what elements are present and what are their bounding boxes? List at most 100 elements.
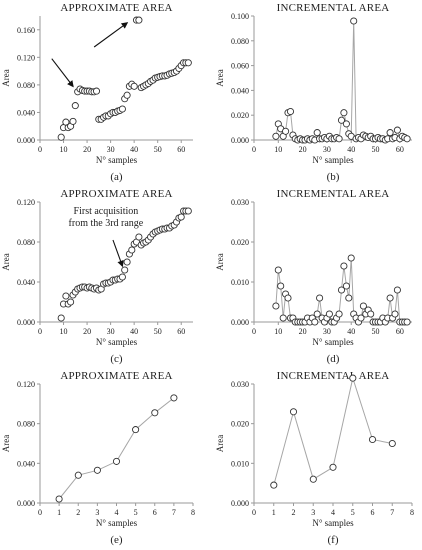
- annotation-text: First acquisition from the 3rd range: [69, 206, 144, 229]
- chart-title: INCREMENTAL AREA: [277, 2, 390, 14]
- x-tick-label: 8: [191, 508, 195, 517]
- x-tick-label: 10: [60, 327, 68, 336]
- x-tick-label: 30: [323, 327, 331, 336]
- x-axis-label: N° samples: [312, 337, 354, 347]
- x-tick-label: 4: [331, 508, 335, 517]
- data-point: [313, 310, 321, 318]
- x-tick-label: 10: [274, 145, 282, 154]
- panel-label: (a): [110, 171, 123, 183]
- y-tick-label: 0.000: [17, 499, 35, 508]
- x-tick-label: 60: [396, 145, 404, 154]
- y-tick-label: 0.120: [17, 53, 35, 62]
- y-tick-label: 0.020: [231, 238, 249, 247]
- x-tick-label: 20: [83, 145, 91, 154]
- data-point: [403, 135, 411, 143]
- data-point: [403, 318, 411, 326]
- x-tick-label: 10: [274, 327, 282, 336]
- chart-title: APPROXIMATE AREA: [60, 370, 172, 382]
- y-tick-label: 0.000: [231, 318, 249, 327]
- data-point: [132, 426, 140, 434]
- x-tick-label: 60: [396, 327, 404, 336]
- data-point: [284, 294, 292, 302]
- x-tick-label: 7: [390, 508, 394, 517]
- x-tick-label: 0: [38, 145, 42, 154]
- data-point: [272, 132, 280, 140]
- panel-a: APPROXIMATE AREA 0.000 0.040 0.080 0.120 0.16…: [1, 2, 193, 183]
- x-tick-label: 4: [115, 508, 119, 517]
- x-tick-label: 0: [252, 145, 256, 154]
- y-tick-label: 0.020: [231, 111, 249, 120]
- data-point: [345, 294, 353, 302]
- data-point: [55, 495, 63, 503]
- y-tick-label: 0.040: [17, 459, 35, 468]
- data-point: [335, 310, 343, 318]
- data-point: [184, 59, 192, 67]
- panel-label: (d): [327, 353, 340, 365]
- data-point: [177, 213, 185, 221]
- x-tick-label: 50: [154, 145, 162, 154]
- panel-label: (e): [110, 534, 123, 546]
- data-point: [92, 87, 101, 95]
- y-tick-label: 0.160: [17, 26, 35, 35]
- x-tick-label: 50: [154, 327, 162, 336]
- data-point: [57, 133, 65, 141]
- y-tick-label: 0.040: [17, 278, 35, 287]
- data-point: [388, 439, 396, 448]
- y-tick-label: 0.080: [231, 37, 249, 46]
- data-point: [128, 246, 136, 254]
- panel-f: INCREMENTAL AREA 0.000 0.010 0.020 0.030 0 1 2 3…: [215, 370, 414, 546]
- data-point: [121, 266, 129, 274]
- y-tick-label: 0.010: [231, 459, 249, 468]
- x-tick-label: 3: [95, 508, 99, 517]
- x-tick-label: 0: [252, 327, 256, 336]
- data-point: [391, 310, 399, 318]
- data-point: [118, 273, 126, 281]
- x-tick-label: 20: [83, 327, 91, 336]
- y-axis-label: Area: [215, 69, 225, 87]
- x-tick-label: 0: [38, 327, 42, 336]
- panel-c: APPROXIMATE AREA 0.000 0.040 0.080 0.120 0 10 2…: [1, 188, 193, 365]
- y-tick-label: 0.010: [231, 278, 249, 287]
- panel-label: (f): [328, 534, 339, 546]
- panel-e: APPROXIMATE AREA 0.000 0.040 0.080 0.120 0 1 2 3…: [1, 370, 195, 546]
- x-tick-label: 6: [371, 508, 375, 517]
- x-tick-label: 2: [292, 508, 296, 517]
- data-point: [347, 254, 355, 262]
- panel-b: INCREMENTAL AREA 0.000 0.020 0.040 0.060 0.08…: [215, 2, 412, 183]
- y-tick-label: 0.000: [17, 136, 35, 145]
- data-point: [340, 262, 348, 270]
- data-point: [282, 127, 290, 135]
- data-point: [357, 314, 365, 322]
- data-point: [93, 466, 101, 474]
- annotation-arrow: [51, 58, 74, 88]
- x-tick-label: 5: [134, 508, 138, 517]
- data-point: [135, 233, 143, 241]
- data-point: [57, 314, 65, 322]
- y-tick-label: 0.000: [231, 499, 249, 508]
- x-tick-label: 0: [38, 508, 42, 517]
- y-axis-label: Area: [1, 435, 11, 453]
- data-point: [67, 298, 75, 306]
- chart-title: INCREMENTAL AREA: [277, 188, 390, 200]
- data-point: [279, 314, 287, 322]
- data-point: [337, 286, 346, 294]
- y-tick-label: 0.000: [231, 136, 249, 145]
- y-tick-label: 0.080: [17, 81, 35, 90]
- x-tick-label: 50: [372, 145, 380, 154]
- data-point: [184, 207, 192, 215]
- data-point: [393, 286, 401, 294]
- data-point: [69, 117, 77, 125]
- data-point: [359, 302, 367, 310]
- data-point: [386, 294, 394, 302]
- y-tick-label: 0.030: [231, 380, 249, 389]
- data-point: [277, 282, 285, 290]
- x-tick-label: 40: [130, 145, 138, 154]
- data-point: [135, 16, 143, 24]
- x-tick-label: 20: [299, 145, 307, 154]
- data-point: [368, 435, 377, 444]
- x-axis-label: N° samples: [312, 518, 354, 528]
- x-axis-label: N° samples: [96, 518, 138, 528]
- y-tick-label: 0.060: [231, 62, 249, 71]
- x-tick-label: 40: [347, 145, 355, 154]
